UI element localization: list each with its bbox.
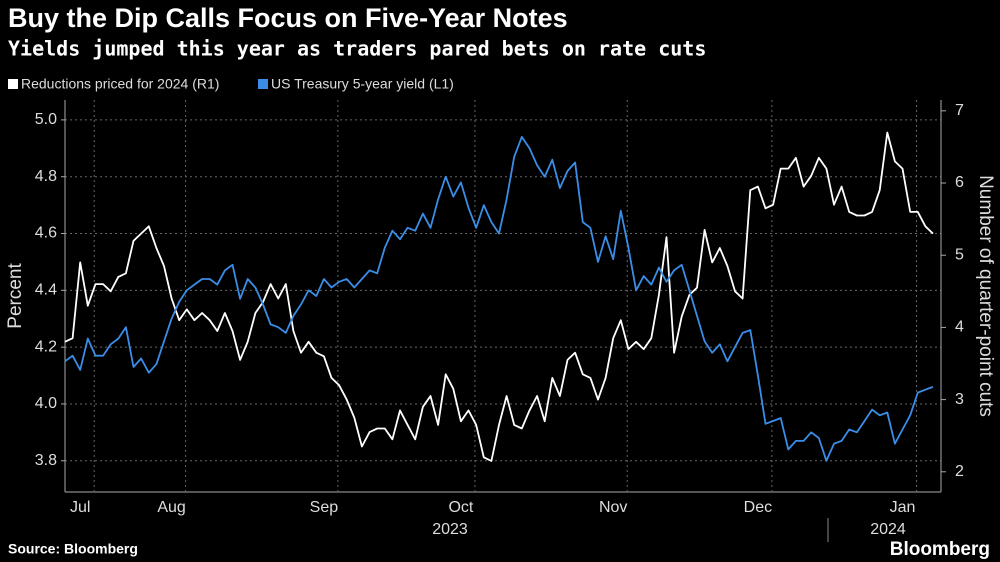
y2-tick-label: 4 [955,319,964,336]
source: Source: Bloomberg [8,541,138,557]
brand: Bloomberg [890,539,990,560]
y-tick-label: 3.8 [35,452,57,469]
y2-tick-label: 6 [955,174,964,191]
x-tick-label: Jul [70,499,90,516]
x-tick-label: Nov [599,499,627,516]
y-tick-label: 4.0 [35,395,57,412]
line-series [64,136,934,462]
legend-label: Reductions priced for 2024 (R1) [21,76,219,92]
x-tick-label: Aug [157,499,185,516]
legend-swatch [8,79,18,89]
y-tick-label: 5.0 [35,111,57,128]
x-tick-label: Oct [448,499,473,516]
y2-tick-label: 2 [955,463,964,480]
line-series [64,131,934,462]
x-tick-label: Dec [744,499,772,516]
legend-label: US Treasury 5-year yield (L1) [271,76,454,92]
x-tick-label: Jan [890,499,916,516]
x-tick-label: Sep [310,499,339,516]
chart-title: Buy the Dip Calls Focus on Five-Year Not… [8,3,568,33]
y2-tick-label: 3 [955,391,964,408]
y-tick-label: 4.6 [35,225,57,242]
y-tick-label: 4.2 [35,338,57,355]
y2-tick-label: 5 [955,246,964,263]
legend-swatch [258,79,268,89]
y-tick-label: 4.8 [35,168,57,185]
y-tick-label: 4.4 [35,282,57,299]
y-axis-title: Percent [5,263,26,329]
x-group-label: 2024 [870,521,906,538]
chart-subtitle: Yields jumped this year as traders pared… [8,37,706,61]
y2-axis-title: Number of quarter-point cuts [975,175,996,417]
y2-tick-label: 7 [955,102,964,119]
x-group-label: 2023 [432,521,468,538]
